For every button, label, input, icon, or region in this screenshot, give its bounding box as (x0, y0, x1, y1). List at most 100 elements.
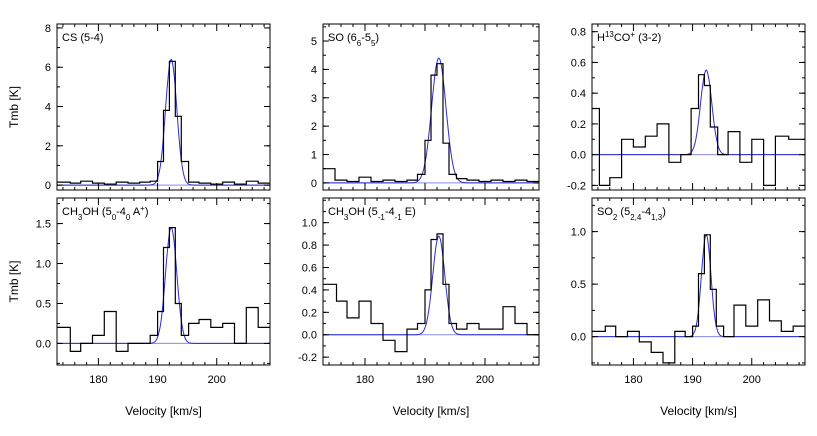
y-tick-label: 0.5 (571, 279, 586, 291)
y-tick-label: 0.4 (302, 285, 317, 297)
y-tick-label: 1.0 (36, 259, 51, 271)
y-tick-label: 0.2 (571, 119, 586, 131)
x-tick-label: 200 (208, 374, 226, 386)
y-tick-label: 0.4 (571, 88, 586, 100)
y-axis-label: Tmb [K] (7, 260, 21, 302)
panel-title-part: OH (5 (348, 206, 377, 218)
x-tick-label: 180 (89, 374, 107, 386)
panel-title-part: -4 (385, 206, 395, 218)
panel-title-part: (3-2) (635, 32, 661, 44)
panel-title-part: -1 (378, 213, 386, 222)
gaussian-fit-line (323, 235, 539, 336)
panel-title: SO2 (52,4-41,3) (597, 206, 666, 222)
panel-title-part: ) (662, 206, 666, 218)
panel-title-part: + (630, 30, 635, 39)
panel-title-part: CH (328, 206, 344, 218)
panel-title-part: 2,4 (630, 213, 642, 222)
x-tick-label: 200 (743, 374, 761, 386)
y-tick-label: 3 (311, 93, 317, 105)
panel-title-part: H (597, 32, 605, 44)
spectrum-histogram (323, 233, 539, 353)
panel-title-part: + (140, 204, 145, 213)
x-tick-label: 190 (416, 374, 434, 386)
spectrum-panel-3: -0.2 0.0 0.2 0.4 0.6 0.8 H13CO+ (3-2) (567, 23, 806, 192)
panel-title-part: 5 (371, 39, 376, 48)
y-tick-label: 4 (311, 64, 317, 76)
panel-title-part: 2 (613, 213, 618, 222)
panel-title: CH3OH (5-1-4-1 E) (328, 206, 416, 222)
panel-title-part: 1,3 (651, 213, 663, 222)
panel-title-part: -4 (641, 206, 651, 218)
panel-title-part: E) (402, 206, 416, 218)
y-tick-label: -0.2 (567, 180, 586, 192)
panel-title-part: CO (614, 32, 631, 44)
panel-title-part: 3 (78, 213, 83, 222)
y-tick-label: 1 (311, 150, 317, 162)
spectrum-histogram (57, 227, 270, 352)
panel-title-part: ) (145, 206, 149, 218)
x-axis-label: Velocity [km/s] (393, 404, 470, 418)
y-tick-label: 1.5 (36, 219, 51, 231)
y-tick-label: 0.0 (571, 332, 586, 344)
y-tick-label: 0.0 (571, 150, 586, 162)
panel-title-part: -1 (395, 213, 403, 222)
y-tick-label: 0.6 (302, 262, 317, 274)
panel-title-part: SO (6 (328, 32, 357, 44)
panel-frame (322, 23, 540, 191)
y-tick-label: 4 (45, 102, 51, 114)
y-tick-label: 0.5 (36, 298, 51, 310)
panel-title-part: SO (597, 206, 613, 218)
y-tick-label: 2 (45, 141, 51, 153)
panel-frame (591, 197, 806, 366)
y-tick-label: 0.8 (302, 240, 317, 252)
y-tick-label: 1.0 (302, 218, 317, 230)
panel-title-part: 6 (357, 39, 362, 48)
panel-title-part: -5 (361, 32, 371, 44)
panel-title: CS (5-4) (62, 32, 104, 44)
panel-title-part: 3 (344, 213, 349, 222)
spectrum-histogram (592, 234, 805, 364)
panel-title-part: ) (375, 32, 379, 44)
y-tick-label: 0.0 (36, 338, 51, 350)
x-axis-label: Velocity [km/s] (660, 404, 737, 418)
panel-title-part: CH (62, 206, 78, 218)
y-tick-label: 0.6 (571, 57, 586, 69)
panel-title-part: 0 (112, 213, 117, 222)
x-tick-label: 180 (624, 374, 642, 386)
panel-title: CH3OH (50-40 A+) (62, 204, 149, 222)
y-axis-label: Tmb [K] (7, 86, 21, 128)
y-tick-label: 8 (45, 23, 51, 35)
x-axis-label: Velocity [km/s] (125, 404, 202, 418)
x-tick-label: 190 (683, 374, 701, 386)
spectrum-histogram (592, 74, 805, 186)
y-tick-label: 1.0 (571, 227, 586, 239)
panel-frame (56, 197, 271, 366)
panel-title-part: 13 (605, 30, 614, 39)
y-tick-label: 0.0 (302, 330, 317, 342)
y-tick-label: 5 (311, 36, 317, 48)
x-tick-label: 180 (356, 374, 374, 386)
spectrum-histogram (57, 60, 270, 185)
y-tick-label: 2 (311, 121, 317, 133)
x-tick-label: 190 (148, 374, 166, 386)
spectrum-panel-4: 0.0 0.5 1.0 1.5 180 190 200 CH3OH (50-40 A+) Tmb… (7, 197, 271, 418)
gaussian-fit-line (592, 69, 805, 156)
panel-title-part: 0 (126, 213, 131, 222)
y-tick-label: 0 (311, 178, 317, 190)
panel-title-part: -4 (116, 206, 126, 218)
panel-title-part: OH (5 (82, 206, 111, 218)
y-tick-label: 0.2 (302, 307, 317, 319)
panel-frame (322, 197, 540, 366)
y-tick-label: 0.8 (571, 27, 586, 39)
y-tick-label: 6 (45, 62, 51, 74)
spectrum-histogram (323, 63, 539, 183)
x-tick-label: 200 (476, 374, 494, 386)
y-tick-label: 0 (45, 180, 51, 192)
panel-frame (56, 23, 271, 191)
panel-title-part: (5 (617, 206, 630, 218)
panel-frame (591, 23, 806, 191)
panel-title-part: CS (5-4) (62, 32, 104, 44)
